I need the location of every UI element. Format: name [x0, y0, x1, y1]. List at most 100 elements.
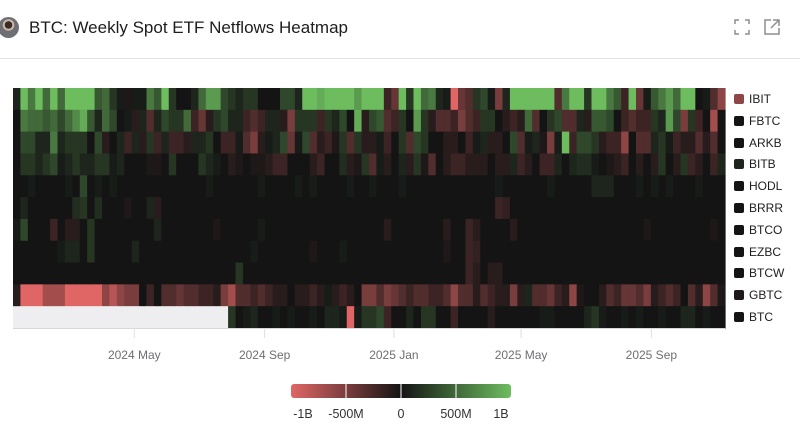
heatmap-cell[interactable]	[413, 240, 422, 264]
heatmap-cell[interactable]	[680, 109, 689, 133]
heatmap-cell[interactable]	[502, 109, 511, 133]
heatmap-cell[interactable]	[673, 218, 682, 242]
heatmap-cell[interactable]	[109, 153, 118, 176]
heatmap-cell[interactable]	[109, 218, 118, 242]
heatmap-cell[interactable]	[64, 284, 73, 307]
heatmap-cell[interactable]	[517, 240, 526, 264]
heatmap-cell[interactable]	[576, 218, 585, 242]
heatmap-cell[interactable]	[591, 240, 600, 264]
heatmap-cell[interactable]	[50, 109, 59, 133]
heatmap-cell[interactable]	[487, 88, 496, 111]
heatmap-cell[interactable]	[361, 306, 370, 329]
heatmap-cell[interactable]	[287, 175, 296, 198]
heatmap-cell[interactable]	[116, 240, 125, 264]
heatmap-cell[interactable]	[391, 284, 400, 307]
heatmap-cell[interactable]	[621, 306, 630, 329]
heatmap-cell[interactable]	[57, 306, 66, 329]
heatmap-cell[interactable]	[235, 306, 244, 329]
heatmap-cell[interactable]	[569, 109, 578, 133]
heatmap-cell[interactable]	[584, 109, 593, 133]
heatmap-cell[interactable]	[383, 262, 392, 285]
heatmap-cell[interactable]	[584, 240, 593, 264]
heatmap-cell[interactable]	[287, 197, 296, 220]
heatmap-cell[interactable]	[576, 153, 585, 176]
legend-item[interactable]: EZBC	[734, 245, 781, 259]
heatmap-cell[interactable]	[42, 284, 51, 307]
heatmap-cell[interactable]	[369, 197, 378, 220]
heatmap-cell[interactable]	[280, 218, 289, 242]
heatmap-cell[interactable]	[198, 197, 207, 220]
heatmap-cell[interactable]	[116, 218, 125, 242]
heatmap-cell[interactable]	[458, 262, 467, 285]
heatmap-cell[interactable]	[161, 218, 170, 242]
heatmap-cell[interactable]	[658, 175, 667, 198]
heatmap-cell[interactable]	[650, 131, 659, 155]
heatmap-cell[interactable]	[710, 88, 719, 111]
heatmap-cell[interactable]	[153, 175, 162, 198]
heatmap-cell[interactable]	[465, 197, 474, 220]
heatmap-cell[interactable]	[72, 306, 81, 329]
heatmap-cell[interactable]	[680, 197, 689, 220]
heatmap-cell[interactable]	[191, 197, 200, 220]
heatmap-cell[interactable]	[361, 240, 370, 264]
heatmap-cell[interactable]	[102, 218, 111, 242]
heatmap-cell[interactable]	[398, 240, 407, 264]
heatmap-cell[interactable]	[509, 218, 518, 242]
heatmap-cell[interactable]	[591, 306, 600, 329]
heatmap-cell[interactable]	[650, 197, 659, 220]
heatmap-cell[interactable]	[294, 131, 303, 155]
heatmap-cell[interactable]	[383, 306, 392, 329]
heatmap-cell[interactable]	[354, 175, 363, 198]
heatmap-cell[interactable]	[450, 197, 459, 220]
heatmap-cell[interactable]	[94, 284, 103, 307]
heatmap-cell[interactable]	[168, 197, 177, 220]
heatmap-cell[interactable]	[124, 131, 133, 155]
heatmap-cell[interactable]	[687, 284, 696, 307]
heatmap-cell[interactable]	[606, 153, 615, 176]
heatmap-cell[interactable]	[331, 284, 340, 307]
heatmap-cell[interactable]	[13, 284, 22, 307]
heatmap-cell[interactable]	[35, 218, 44, 242]
heatmap-cell[interactable]	[554, 131, 563, 155]
heatmap-cell[interactable]	[302, 109, 311, 133]
heatmap-cell[interactable]	[524, 284, 533, 307]
heatmap-cell[interactable]	[458, 131, 467, 155]
heatmap-cell[interactable]	[168, 240, 177, 264]
heatmap-cell[interactable]	[695, 131, 704, 155]
heatmap-cell[interactable]	[287, 109, 296, 133]
heatmap-cell[interactable]	[710, 306, 719, 329]
heatmap-cell[interactable]	[428, 306, 437, 329]
heatmap-cell[interactable]	[665, 218, 674, 242]
heatmap-cell[interactable]	[146, 240, 155, 264]
heatmap-cell[interactable]	[636, 240, 645, 264]
heatmap-cell[interactable]	[517, 284, 526, 307]
heatmap-cell[interactable]	[309, 131, 318, 155]
heatmap-cell[interactable]	[109, 197, 118, 220]
heatmap-cell[interactable]	[398, 306, 407, 329]
heatmap-cell[interactable]	[272, 197, 281, 220]
heatmap-cell[interactable]	[465, 88, 474, 111]
heatmap-cell[interactable]	[591, 218, 600, 242]
heatmap-cell[interactable]	[331, 88, 340, 111]
heatmap-cell[interactable]	[413, 218, 422, 242]
heatmap-cell[interactable]	[628, 240, 637, 264]
heatmap-cell[interactable]	[183, 109, 192, 133]
heatmap-cell[interactable]	[420, 131, 429, 155]
heatmap-cell[interactable]	[302, 153, 311, 176]
heatmap-cell[interactable]	[650, 218, 659, 242]
heatmap-cell[interactable]	[250, 88, 259, 111]
heatmap-cell[interactable]	[191, 218, 200, 242]
heatmap-cell[interactable]	[458, 240, 467, 264]
heatmap-cell[interactable]	[72, 153, 81, 176]
legend-item[interactable]: BTCW	[734, 266, 784, 280]
heatmap-cell[interactable]	[621, 262, 630, 285]
heatmap-cell[interactable]	[561, 262, 570, 285]
heatmap-cell[interactable]	[621, 218, 630, 242]
heatmap-cell[interactable]	[176, 153, 185, 176]
heatmap-cell[interactable]	[79, 240, 88, 264]
heatmap-cell[interactable]	[346, 240, 355, 264]
heatmap-cell[interactable]	[257, 131, 266, 155]
heatmap-cell[interactable]	[64, 88, 73, 111]
heatmap-cell[interactable]	[435, 175, 444, 198]
heatmap-cell[interactable]	[465, 131, 474, 155]
